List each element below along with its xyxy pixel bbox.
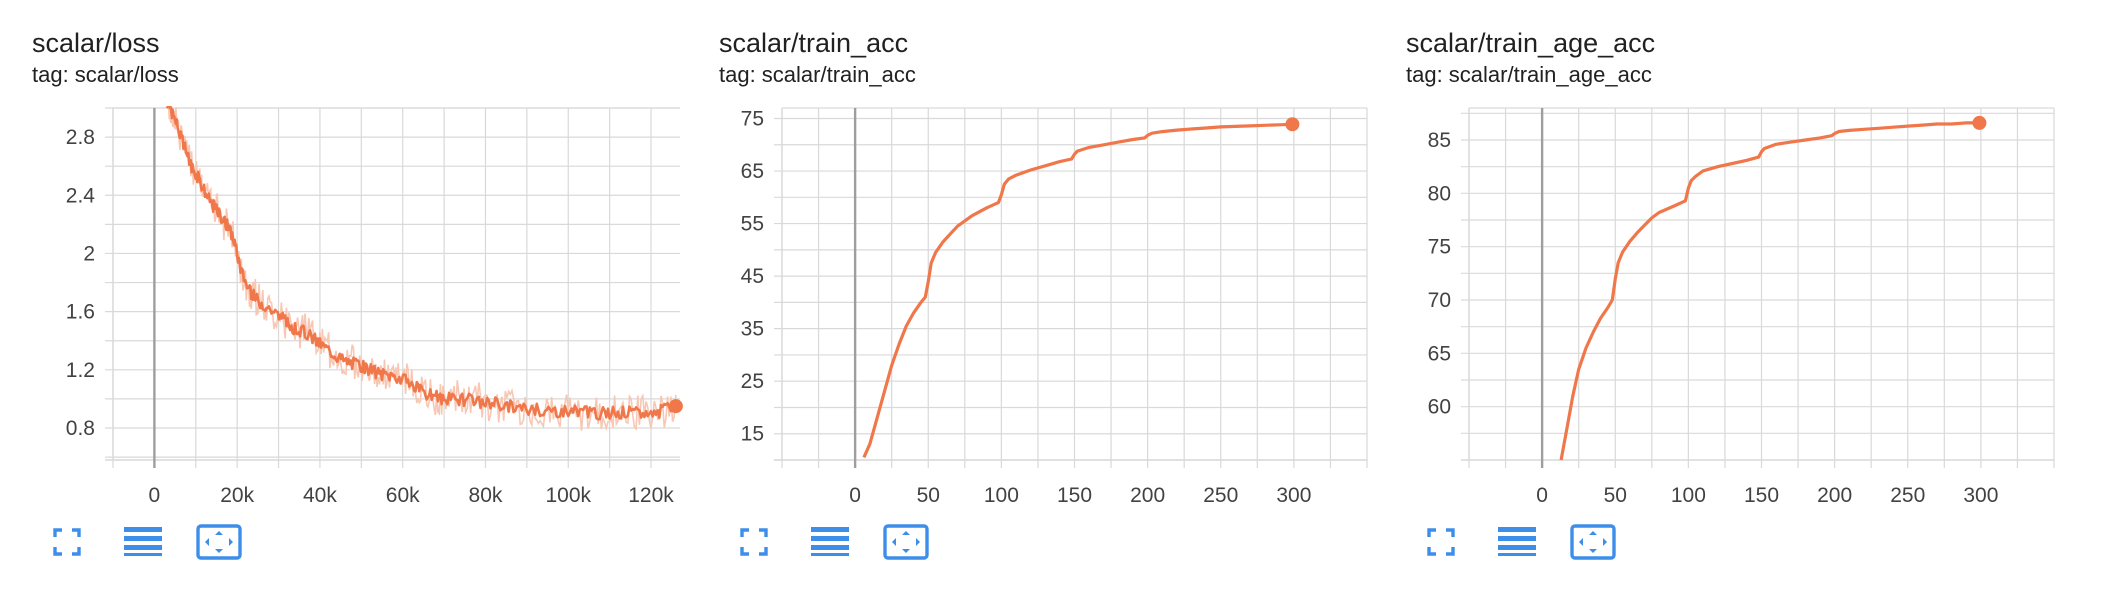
y-tick-label: 35 [741, 318, 764, 341]
x-tick-label: 300 [1963, 484, 1998, 507]
x-tick-label: 250 [1890, 484, 1925, 507]
y-tick-label: 0.8 [66, 417, 95, 440]
x-tick-label: 0 [849, 484, 861, 507]
x-tick-label: 300 [1276, 484, 1311, 507]
x-tick-label: 150 [1744, 484, 1779, 507]
raw-series-line [167, 106, 677, 432]
x-tick-label: 100k [545, 484, 591, 507]
toggle-y-log-button[interactable] [120, 522, 166, 562]
y-tick-label: 25 [741, 370, 764, 393]
card-title: scalar/train_acc [719, 28, 909, 58]
card-title: scalar/loss [32, 28, 160, 58]
fullscreen-icon [53, 528, 81, 556]
card-tag: tag: scalar/loss [32, 62, 179, 87]
x-tick-label: 40k [303, 484, 337, 507]
card-toolbar [731, 522, 929, 562]
card-title: scalar/train_age_acc [1406, 28, 1656, 58]
x-tick-label: 100 [1671, 484, 1706, 507]
list-icon [124, 527, 162, 556]
fullscreen-button[interactable] [44, 522, 90, 562]
fit-domain-button[interactable] [883, 522, 929, 562]
x-tick-label: 60k [386, 484, 420, 507]
y-tick-label: 2 [83, 242, 95, 265]
y-tick-label: 60 [1428, 396, 1451, 419]
x-tick-label: 200 [1817, 484, 1852, 507]
grid-lines [1461, 107, 2055, 468]
y-tick-label: 85 [1428, 129, 1451, 152]
x-tick-label: 250 [1203, 484, 1238, 507]
x-tick-label: 150 [1057, 484, 1092, 507]
x-tick-label: 50 [1604, 484, 1627, 507]
line-chart-train-age-acc[interactable]: 0 50 100 150 200 250 300 60 65 70 75 80 85 [1374, 100, 2055, 520]
y-tick-label: 45 [741, 265, 764, 288]
x-tick-label: 0 [149, 484, 161, 507]
y-tick-label: 1.6 [66, 301, 95, 324]
line-chart-loss[interactable]: 0 20k 40k 60k 80k 100k 120k 0.8 1.2 1.6 2 2.4 2.8 [0, 100, 683, 520]
fullscreen-icon [1427, 528, 1455, 556]
y-tick-label: 75 [741, 108, 764, 131]
x-tick-label: 120k [628, 484, 674, 507]
fullscreen-button[interactable] [731, 522, 777, 562]
y-tick-label: 1.2 [66, 359, 95, 382]
y-tick-label: 15 [741, 423, 764, 446]
chart-card-train-age-acc: scalar/train_age_acc tag: scalar/train_a… [1374, 0, 2055, 596]
y-tick-label: 2.4 [66, 184, 96, 207]
y-tick-label: 75 [1428, 236, 1451, 259]
grid-lines [105, 107, 680, 468]
card-tag: tag: scalar/train_acc [719, 62, 916, 87]
grid-lines [774, 107, 1368, 468]
chart-card-loss: scalar/loss tag: scalar/loss 0 20k 40k 60k 8… [0, 0, 683, 596]
fit-domain-icon [196, 524, 242, 560]
fit-domain-button[interactable] [1570, 522, 1616, 562]
y-tick-label: 70 [1428, 289, 1451, 312]
last-value-marker [1285, 117, 1300, 132]
smoothed-series-line [165, 106, 677, 421]
list-icon [811, 527, 849, 556]
last-value-marker [668, 399, 683, 414]
toggle-y-log-button[interactable] [1494, 522, 1540, 562]
x-tick-label: 50 [917, 484, 940, 507]
last-value-marker [1972, 115, 1987, 130]
line-chart-train-acc[interactable]: 0 50 100 150 200 250 300 15 25 35 45 55 65 75 [687, 100, 1368, 520]
toggle-y-log-button[interactable] [807, 522, 853, 562]
fit-domain-icon [1570, 524, 1616, 560]
y-tick-label: 2.8 [66, 126, 95, 149]
fit-domain-icon [883, 524, 929, 560]
x-tick-label: 0 [1536, 484, 1548, 507]
card-toolbar [44, 522, 242, 562]
x-tick-label: 200 [1130, 484, 1165, 507]
x-tick-label: 20k [220, 484, 254, 507]
y-tick-label: 65 [1428, 342, 1451, 365]
y-tick-label: 65 [741, 160, 764, 183]
series-line [1559, 121, 1980, 461]
series-line [862, 122, 1293, 459]
y-tick-label: 80 [1428, 182, 1451, 205]
x-tick-label: 100 [984, 484, 1019, 507]
fit-domain-button[interactable] [196, 522, 242, 562]
y-tick-label: 55 [741, 213, 764, 236]
fullscreen-button[interactable] [1418, 522, 1464, 562]
chart-card-train-acc: scalar/train_acc tag: scalar/train_acc 0… [687, 0, 1368, 596]
card-toolbar [1418, 522, 1616, 562]
x-tick-label: 80k [469, 484, 503, 507]
fullscreen-icon [740, 528, 768, 556]
card-tag: tag: scalar/train_age_acc [1406, 62, 1652, 87]
list-icon [1498, 527, 1536, 556]
